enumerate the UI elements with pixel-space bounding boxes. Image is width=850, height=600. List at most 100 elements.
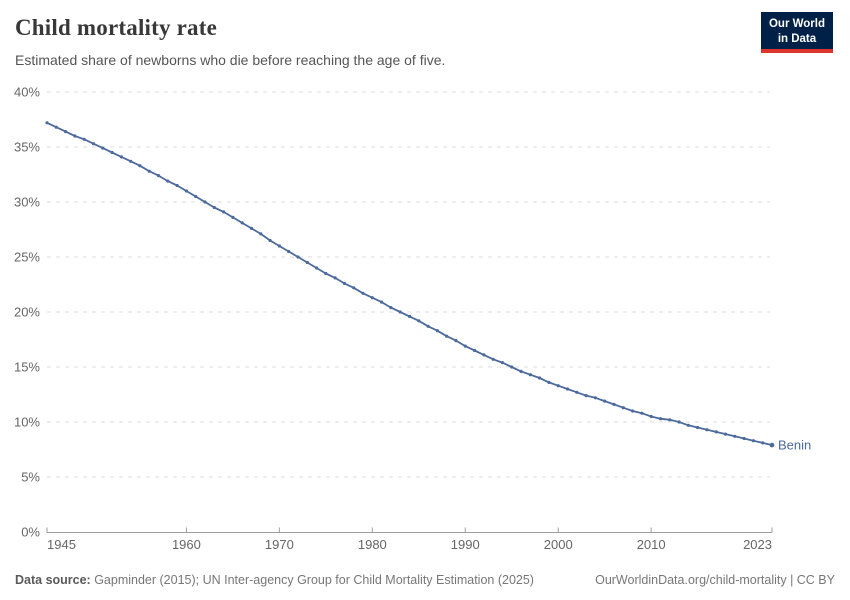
data-point-marker — [333, 276, 337, 280]
data-point-marker — [147, 169, 151, 173]
data-point-marker — [156, 174, 161, 178]
data-point-marker — [482, 353, 486, 357]
data-point-marker — [370, 296, 374, 300]
y-axis-tick-label: 35% — [14, 140, 40, 155]
data-point-marker — [315, 266, 319, 270]
data-point-marker — [268, 238, 272, 243]
data-point-marker — [138, 164, 142, 168]
data-point-marker — [621, 406, 625, 410]
owid-logo[interactable]: Our World in Data — [760, 12, 833, 54]
data-point-marker — [45, 121, 49, 125]
data-point-marker — [696, 425, 700, 430]
data-source-note: Data source: Gapminder (2015); UN Inter-… — [15, 573, 534, 587]
data-point-marker — [761, 441, 765, 445]
data-point-marker — [705, 428, 709, 432]
data-point-marker — [259, 232, 263, 236]
x-axis-tick-label: 1945 — [47, 537, 76, 552]
data-point-marker — [463, 344, 467, 348]
x-axis-tick-label: 1980 — [358, 537, 387, 552]
data-point-marker — [407, 314, 412, 318]
data-point-marker — [640, 411, 644, 415]
data-point-marker — [435, 329, 439, 333]
data-point-marker — [723, 432, 728, 436]
data-point-marker — [352, 286, 356, 290]
data-point-marker — [342, 281, 346, 285]
data-point-marker — [593, 396, 598, 400]
y-axis-tick-label: 0% — [21, 525, 40, 540]
x-axis-tick-label: 1960 — [172, 537, 201, 552]
data-point-marker — [519, 369, 523, 373]
y-axis-tick-label: 15% — [14, 360, 40, 375]
data-point-marker — [305, 260, 309, 265]
data-point-marker — [64, 130, 68, 134]
data-point-marker — [491, 357, 495, 361]
data-point-marker — [565, 387, 570, 391]
data-point-marker — [398, 310, 402, 314]
data-point-marker — [380, 300, 384, 304]
data-point-marker — [677, 420, 681, 424]
data-point-marker — [686, 423, 690, 427]
chart-footer: Data source: Gapminder (2015); UN Inter-… — [15, 573, 835, 587]
owid-logo-line1: Our World — [768, 18, 825, 30]
y-axis-tick-label: 5% — [21, 470, 40, 485]
data-point-marker — [287, 249, 291, 254]
x-axis-tick-label: 1970 — [265, 537, 294, 552]
data-point-marker — [222, 210, 226, 214]
data-point-marker — [426, 324, 430, 328]
data-point-marker — [184, 189, 188, 193]
data-point-marker — [603, 399, 607, 403]
data-point-marker — [612, 402, 616, 406]
x-axis-tick-label: 2023 — [743, 537, 772, 552]
y-axis-tick-label: 25% — [14, 250, 40, 265]
data-point-marker — [277, 244, 281, 248]
data-point-marker — [101, 146, 105, 150]
data-point-marker — [110, 150, 114, 155]
data-point-marker — [240, 221, 244, 225]
chart-subtitle: Estimated share of newborns who die befo… — [15, 52, 446, 68]
data-point-marker — [54, 125, 58, 129]
x-axis-tick-label: 2000 — [544, 537, 573, 552]
data-point-marker — [575, 390, 579, 394]
data-point-marker — [82, 137, 86, 141]
data-point-marker — [296, 255, 300, 259]
data-point-marker — [649, 414, 653, 419]
data-point-marker — [510, 365, 514, 369]
data-point-marker — [714, 430, 718, 434]
x-axis-tick-label: 2010 — [637, 537, 666, 552]
series-line[interactable] — [46, 121, 773, 446]
data-point-marker — [231, 215, 235, 219]
data-point-marker — [742, 436, 746, 441]
data-point-marker — [175, 183, 179, 188]
owid-logo-line2: in Data — [777, 32, 817, 45]
page-title: Child mortality rate — [15, 15, 218, 40]
data-source-text: Gapminder (2015); UN Inter-agency Group … — [90, 573, 534, 587]
data-point-marker — [194, 194, 198, 199]
series-end-label[interactable]: Benin — [778, 438, 811, 453]
data-point-marker — [631, 409, 635, 413]
data-point-marker — [538, 376, 542, 380]
data-point-marker — [73, 134, 77, 138]
data-point-marker — [528, 373, 532, 377]
data-point-marker — [668, 418, 672, 422]
data-point-marker — [733, 434, 737, 438]
footer-citation-link[interactable]: OurWorldinData.org/child-mortality | CC … — [595, 573, 835, 587]
data-point-marker — [584, 394, 588, 398]
data-source-label: Data source: — [15, 573, 91, 587]
y-axis-tick-label: 10% — [14, 415, 40, 430]
data-point-marker — [389, 306, 393, 310]
data-point-marker — [129, 159, 133, 163]
data-point-marker — [417, 319, 421, 323]
y-axis-tick-label: 30% — [14, 195, 40, 210]
x-axis-tick-label: 1990 — [451, 537, 480, 552]
data-point-marker — [547, 380, 551, 384]
data-point-marker — [212, 205, 216, 210]
data-point-marker — [166, 179, 170, 183]
data-point-marker — [361, 291, 365, 295]
data-point-marker — [203, 200, 207, 204]
data-point-marker — [324, 271, 328, 276]
data-point-marker — [658, 417, 663, 421]
data-point-marker — [473, 348, 477, 353]
data-point-marker — [445, 334, 449, 338]
